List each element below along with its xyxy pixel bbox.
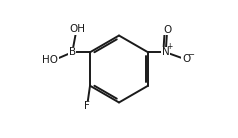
Text: OH: OH xyxy=(70,24,86,34)
Text: O: O xyxy=(182,54,190,64)
Text: −: − xyxy=(188,51,194,59)
Text: B: B xyxy=(69,47,76,57)
Text: N: N xyxy=(162,47,170,57)
Text: HO: HO xyxy=(42,55,58,65)
Text: O: O xyxy=(163,25,171,35)
Text: F: F xyxy=(84,101,90,111)
Text: +: + xyxy=(166,42,173,51)
